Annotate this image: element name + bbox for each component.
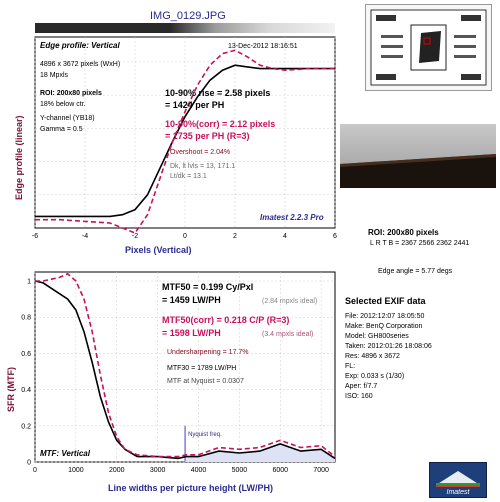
- mtf-series-0: [34, 280, 336, 460]
- mtf-xtick-0: 0: [33, 467, 37, 474]
- imatest-logo: Imatest: [429, 462, 487, 498]
- exif-aper: Aper: f/7.7: [345, 383, 378, 390]
- exif-fl: FL:: [345, 363, 356, 370]
- mtf-xtick-6: 6000: [272, 467, 288, 474]
- mtf-xtick-3: 3000: [150, 467, 166, 474]
- mtf-ytick-4: 0.8: [21, 315, 31, 322]
- mtf-xtick-1: 1000: [68, 467, 84, 474]
- test-chart-icon: [370, 9, 487, 86]
- exif-taken: Taken: 2012:01:26 18:08:06: [345, 343, 432, 350]
- mtf-beyond-nyquist-area: [185, 443, 335, 462]
- edge-xtick-2: -2: [132, 233, 138, 240]
- edge-panel-date: 13-Dec-2012 18:16:51: [228, 43, 298, 50]
- edge-dklt: Dk, lt lvls = 13, 171.1: [170, 163, 235, 170]
- edge-gamma: Gamma = 0.5: [40, 126, 83, 133]
- mtf-ideal1: (2.84 mpxls ideal): [262, 298, 317, 305]
- edge-panel-title: Edge profile: Vertical: [40, 41, 121, 50]
- mtf-mtf50corrlw: = 1598 LW/PH: [162, 328, 221, 338]
- mtf-ylabel: SFR (MTF): [6, 367, 16, 412]
- mtf-ytick-1: 0.2: [21, 423, 31, 430]
- mtf-xtick-7: 7000: [313, 467, 329, 474]
- edge-xtick-1: -4: [82, 233, 88, 240]
- edge-roi: ROI: 200x80 pixels: [40, 90, 102, 97]
- imatest-logo-icon: Imatest: [430, 463, 486, 497]
- test-chart-thumbnail: [365, 4, 492, 91]
- edge-profile-chart: -6 -4 -2 0 2 4 6 Edge profile: Vertical 13-Dec…: [14, 36, 337, 255]
- mtf-ideal2: (3.4 mpxls ideal): [262, 331, 313, 338]
- edge-series-1: [35, 49, 335, 234]
- roi-lrtb: L R T B = 2367 2566 2362 2441: [370, 240, 470, 247]
- mtf-xtick-2: 2000: [109, 467, 125, 474]
- edge-info-mp: 18 Mpxls: [40, 72, 69, 79]
- edge-channel: Y-channel (YB18): [40, 115, 95, 122]
- edge-corr1: 10-90%(corr) = 2.12 pixels: [165, 119, 275, 129]
- edge-info-res: 4896 x 3672 pixels (WxH): [40, 61, 120, 68]
- mtf-xlabel: Line widths per picture height (LW/PH): [108, 483, 273, 493]
- edge-rise1: 10-90% rise = 2.58 pixels: [165, 88, 270, 98]
- edge-angle: Edge angle = 5.77 degs: [378, 268, 453, 275]
- edge-xlabel: Pixels (Vertical): [125, 245, 192, 255]
- nyquist-label: Nyquist freq.: [188, 432, 222, 438]
- edge-version: Imatest 2.2.3 Pro: [260, 213, 324, 222]
- edge-rise2: = 1424 per PH: [165, 100, 224, 110]
- mtf-mtf50lw: = 1459 LW/PH: [162, 295, 221, 305]
- mtf-ytick-2: 0.4: [21, 387, 31, 394]
- exif-iso: ISO: 160: [345, 393, 373, 400]
- logo-text: Imatest: [447, 489, 471, 496]
- filename-title: IMG_0129.JPG: [150, 10, 226, 22]
- mtf-xtick-5: 5000: [232, 467, 248, 474]
- mtf-xtick-4: 4000: [191, 467, 207, 474]
- mtf-panel-title: MTF: Vertical: [40, 449, 91, 458]
- mtf-series-1: [35, 272, 336, 458]
- edge-ltdk: Lt/dk = 13.1: [170, 173, 207, 180]
- mtf-series-group: [34, 272, 336, 462]
- edge-xtick-0: -6: [32, 233, 38, 240]
- edge-grid: [34, 37, 336, 228]
- edge-xtick-6: 6: [333, 233, 337, 240]
- exif-exp: Exp: 0.033 s (1/30): [345, 373, 405, 380]
- edge-xtick-4: 2: [233, 233, 237, 240]
- mtf-ticks: 0 1000 2000 3000 4000 5000 6000 7000 0 0.2 0.4 0.6 0…: [21, 279, 329, 474]
- exif-file: File: 2012:12:07 18:05:50: [345, 313, 425, 320]
- edge-xtick-3: 0: [183, 233, 187, 240]
- edge-series-group: [35, 49, 335, 234]
- exif-title: Selected EXIF data: [345, 296, 426, 306]
- exif-model: Model: GH800series: [345, 333, 409, 340]
- edge-overshoot: Overshoot = 2.04%: [170, 149, 230, 156]
- mtf-mtf30: MTF30 = 1789 LW/PH: [167, 365, 236, 372]
- edge-corr2: = 1735 per PH (R=3): [165, 131, 250, 141]
- mtf-chart: 0 1000 2000 3000 4000 5000 6000 7000 0 0.2 0.4 0.6 0…: [6, 271, 336, 493]
- edge-below: 18% below ctr.: [40, 101, 86, 108]
- edge-gradient-strip: [35, 23, 335, 33]
- mtf-ytick-3: 0.6: [21, 351, 31, 358]
- mtf-ytick-0: 0: [27, 460, 31, 467]
- exif-res: Res: 4896 x 3672: [345, 353, 400, 360]
- mtf-mtf50corr: MTF50(corr) = 0.218 C/P (R=3): [162, 315, 289, 325]
- mtf-mtf50: MTF50 = 0.199 Cy/Pxl: [162, 282, 253, 292]
- edge-x-ticks: -6 -4 -2 0 2 4 6: [32, 233, 337, 240]
- roi-crop-image: [340, 124, 496, 188]
- roi-title: ROI: 200x80 pixels: [368, 228, 439, 237]
- mtf-undersharpening: Undersharpening = 17.7%: [167, 349, 249, 356]
- edge-ylabel: Edge profile (linear): [14, 115, 24, 200]
- mtf-ytick-5: 1: [27, 279, 31, 286]
- mtf-nyquist-value: MTF at Nyquist = 0.0307: [167, 378, 244, 385]
- exif-make: Make: BenQ Corporation: [345, 323, 423, 330]
- edge-xtick-5: 4: [283, 233, 287, 240]
